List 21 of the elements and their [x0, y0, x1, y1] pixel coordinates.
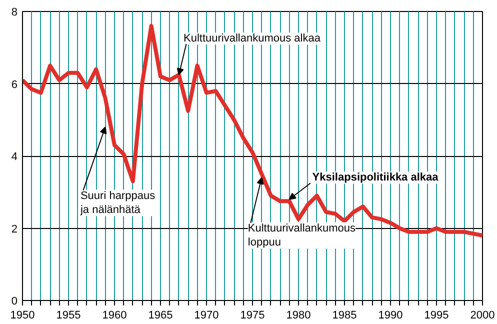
annotation: Yksilapsipolitiikka alkaa [312, 172, 440, 184]
x-tick-label: 1995 [424, 310, 449, 322]
line-series [22, 24, 482, 238]
x-tick-label: 1990 [378, 310, 403, 322]
x-tick-label: 1980 [286, 310, 311, 322]
x-tick-label: 1960 [102, 310, 127, 322]
annotation: Kulttuurivallankumous loppuu [248, 222, 356, 249]
x-tick-label: 1970 [194, 310, 219, 322]
y-tick-label: 8 [11, 6, 18, 18]
y-tick-label: 4 [11, 151, 18, 163]
x-tick-label: 1955 [56, 310, 81, 322]
x-tick-label: 1950 [10, 310, 35, 322]
y-tick-label: 6 [11, 78, 18, 91]
x-tick-label: 1965 [148, 310, 173, 322]
annotation: Suuri harppaus ja nälänhätä [79, 190, 156, 216]
annotation: Kulttuurivallankumous alkaa [184, 32, 322, 45]
x-tick-label: 2000 [470, 310, 495, 322]
x-tick-label: 1985 [332, 310, 357, 322]
y-tick-label: 0 [11, 296, 18, 308]
x-tick-label: 1975 [240, 310, 265, 322]
y-tick-label: 2 [11, 223, 18, 236]
